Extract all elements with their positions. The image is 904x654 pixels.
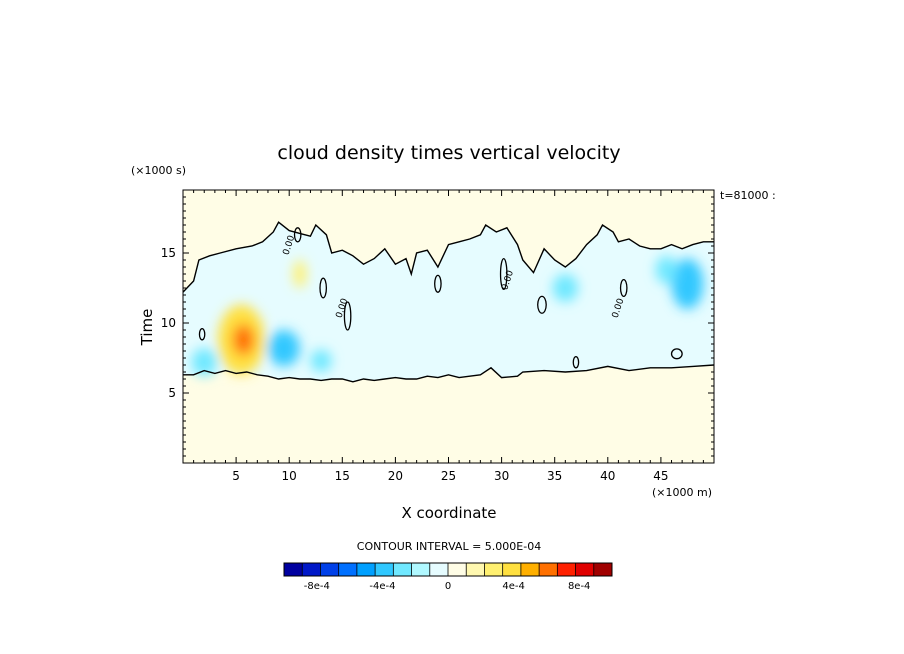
contour-interval-label: CONTOUR INTERVAL = 5.000E-04 xyxy=(357,540,541,553)
colorbar-swatch xyxy=(375,563,394,576)
x-axis-label: X coordinate xyxy=(401,504,496,522)
colorbar-swatch xyxy=(520,563,540,576)
colorbar-swatch xyxy=(393,563,412,576)
colorbar-swatch xyxy=(448,563,467,576)
colorbar-swatch xyxy=(466,563,485,576)
colorbar-swatch xyxy=(484,563,503,576)
colorbar-frame xyxy=(283,562,613,577)
anomaly-blob xyxy=(310,349,332,372)
colorbar xyxy=(283,562,613,577)
x-tick-labels: 5 10 15 20 25 30 35 40 45 xyxy=(232,469,668,483)
colorbar-tick-label: -8e-4 xyxy=(304,581,330,592)
colorbar-swatch xyxy=(502,563,522,576)
colorbar-swatch xyxy=(411,563,431,576)
contour-line-upper xyxy=(183,221,714,293)
anomaly-blob xyxy=(655,255,677,284)
x-tick-label: 45 xyxy=(653,469,668,483)
contour-loop xyxy=(572,355,580,369)
colorbar-swatch xyxy=(557,563,576,576)
x-tick-label: 20 xyxy=(388,469,403,483)
axis-ticks xyxy=(183,190,714,463)
colorbar-swatch xyxy=(284,563,303,576)
colorbar-swatch xyxy=(302,563,321,576)
y-tick-label: 5 xyxy=(168,386,176,400)
cloud-region-fill xyxy=(183,222,714,382)
colorbar-tick-label: -4e-4 xyxy=(369,581,395,592)
y-tick-label: 10 xyxy=(161,316,176,330)
contour-loop xyxy=(537,295,547,314)
x-tick-label: 15 xyxy=(335,469,350,483)
anomaly-blob xyxy=(671,258,704,309)
contour-loop xyxy=(319,277,328,299)
colorbar-tick-label: 8e-4 xyxy=(568,581,591,592)
anomaly-blob xyxy=(232,324,255,356)
x-tick-label: 10 xyxy=(282,469,297,483)
colorbar-swatch xyxy=(320,563,339,576)
y-axis-label: Time xyxy=(138,309,156,347)
anomaly-blob xyxy=(293,260,307,288)
x-tick-label: 5 xyxy=(232,469,240,483)
anomaly-blob xyxy=(267,330,300,367)
colorbar-tick-label: 0 xyxy=(445,581,451,592)
contour-line-lower xyxy=(183,364,714,383)
colorbar-labels: -8e-4 -4e-4 0 4e-4 8e-4 xyxy=(304,581,591,592)
small-contour-layer xyxy=(198,227,683,369)
y-tick-labels: 5 10 15 xyxy=(161,246,176,400)
contour-loop xyxy=(499,257,508,291)
x-tick-label: 35 xyxy=(547,469,562,483)
y-tick-label: 15 xyxy=(161,246,176,260)
anomaly-blob xyxy=(552,274,579,302)
anomaly-blob xyxy=(191,348,217,377)
colorbar-swatch xyxy=(575,563,595,576)
colorbar-swatch xyxy=(593,563,613,576)
contour-loop xyxy=(343,301,352,331)
colorbar-swatch xyxy=(338,563,358,576)
x-tick-label: 30 xyxy=(494,469,509,483)
x-tick-label: 25 xyxy=(441,469,456,483)
contour-loop xyxy=(670,348,683,360)
contour-loop xyxy=(293,227,302,243)
contour-loop xyxy=(619,278,628,298)
colorbar-tick-label: 4e-4 xyxy=(502,581,525,592)
contour-loop xyxy=(198,327,206,341)
field-layer: 0.000.000.000.00 xyxy=(183,190,714,463)
colorbar-swatch xyxy=(539,563,558,576)
colorbar-swatch xyxy=(356,563,376,576)
contour-loop xyxy=(434,274,442,293)
y-multiplier-label: (×1000 s) xyxy=(131,164,186,177)
chart-title: cloud density times vertical velocity xyxy=(277,142,620,164)
colorbar-swatch xyxy=(429,563,449,576)
anomaly-layer xyxy=(191,255,704,377)
x-tick-label: 40 xyxy=(600,469,615,483)
time-stamp-label: t=81000 : xyxy=(720,189,776,202)
x-multiplier-label: (×1000 m) xyxy=(652,486,712,499)
